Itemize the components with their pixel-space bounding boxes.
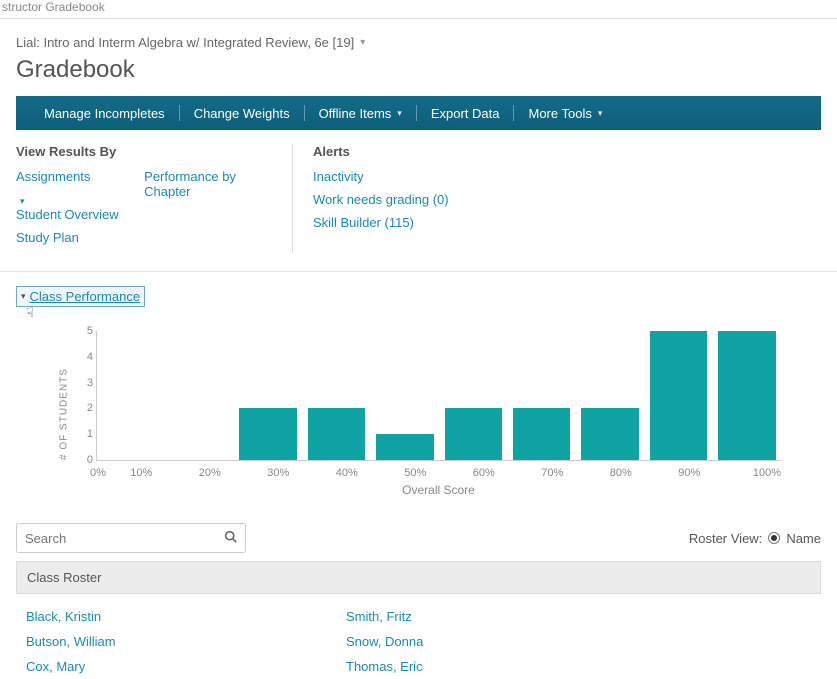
chart-xtick: 30% (267, 467, 336, 479)
chart-xlabel: Overall Score (96, 483, 781, 497)
chart-xtick: 10% (130, 467, 199, 479)
search-box[interactable] (16, 523, 246, 553)
chart-xtick: 20% (199, 467, 268, 479)
alerts-heading: Alerts (313, 144, 548, 159)
alerts-panel: Alerts Inactivity Work needs grading (0)… (292, 144, 568, 253)
chart-ytick: 0 (69, 454, 93, 466)
chart-bar (513, 408, 570, 460)
cursor-icon: ☟ (26, 305, 831, 321)
chart-ylabel: # OF STUDENTS (59, 368, 70, 460)
offline-items-label: Offline Items (319, 106, 392, 121)
more-tools-button[interactable]: More Tools ▾ (514, 96, 616, 130)
skill-builder-link[interactable]: Skill Builder (115) (313, 215, 548, 230)
view-results-panel: View Results By Assignments ▾ Performanc… (16, 144, 292, 253)
chart-xtick: 50% (404, 467, 473, 479)
chart-xtick: 40% (336, 467, 405, 479)
chart-bar (376, 434, 433, 460)
work-needs-grading-link[interactable]: Work needs grading (0) (313, 192, 548, 207)
roster-student-link[interactable]: Smith, Fritz (336, 604, 656, 629)
roster-student-link[interactable]: Butson, William (16, 629, 336, 654)
chart-bar (239, 408, 296, 460)
class-performance-toggle[interactable]: ▾ Class Performance (16, 286, 145, 307)
course-selector[interactable]: Lial: Intro and Interm Algebra w/ Integr… (0, 19, 837, 56)
roster-view-name-radio[interactable] (768, 532, 780, 544)
chart-section: ▾ Class Performance ☟ # OF STUDENTS 5 4 3 2… (0, 271, 837, 505)
triangle-down-icon: ▾ (21, 291, 26, 302)
breadcrumb: structor Gradebook (0, 0, 837, 19)
chart-bar (445, 408, 502, 460)
roster-column: Black, KristinButson, WilliamCox, Mary (16, 604, 336, 679)
assignments-link[interactable]: Assignments (16, 169, 90, 184)
roster-view-name-label: Name (786, 531, 821, 546)
change-weights-label: Change Weights (194, 106, 290, 121)
export-data-button[interactable]: Export Data (417, 96, 514, 130)
manage-incompletes-button[interactable]: Manage Incompletes (30, 96, 179, 130)
chevron-down-icon: ▾ (20, 196, 25, 206)
page-title: Gradebook (0, 56, 837, 96)
chart-ytick: 3 (69, 377, 93, 389)
chevron-down-icon: ▾ (598, 108, 603, 119)
chart-bar (718, 331, 775, 460)
chart-xtick: 70% (541, 467, 610, 479)
course-title: Lial: Intro and Interm Algebra w/ Integr… (16, 35, 354, 50)
chart-ytick: 4 (69, 351, 93, 363)
manage-incompletes-label: Manage Incompletes (44, 106, 165, 121)
chart-xtick: 60% (473, 467, 542, 479)
search-input[interactable] (25, 531, 224, 546)
chart-bar (581, 408, 638, 460)
study-plan-link[interactable]: Study Plan (16, 230, 272, 245)
chart-ytick: 2 (69, 402, 93, 414)
chevron-down-icon: ▾ (360, 37, 365, 48)
roster-view-label: Roster View: (689, 531, 762, 546)
chart-xtick: 100% (753, 467, 781, 479)
chart-bar (308, 408, 365, 460)
roster-column: Smith, FritzSnow, DonnaThomas, Eric (336, 604, 656, 679)
more-tools-label: More Tools (528, 106, 591, 121)
change-weights-button[interactable]: Change Weights (180, 96, 304, 130)
chart-bar (650, 331, 707, 460)
chart-ytick: 5 (69, 325, 93, 337)
chart-xtick: 90% (678, 467, 747, 479)
inactivity-link[interactable]: Inactivity (313, 169, 548, 184)
offline-items-button[interactable]: Offline Items ▾ (305, 96, 416, 130)
class-performance-label: Class Performance (30, 289, 141, 304)
toolbar: Manage Incompletes Change Weights Offlin… (16, 96, 821, 130)
chart: # OF STUDENTS 543210 0%10%20%30%40%50%60… (16, 331, 821, 497)
roster-view-control: Roster View: Name (689, 531, 821, 546)
chart-xtick: 80% (610, 467, 679, 479)
view-results-heading: View Results By (16, 144, 272, 159)
performance-by-chapter-link[interactable]: Performance by Chapter (144, 169, 272, 199)
roster-student-link[interactable]: Black, Kristin (16, 604, 336, 629)
export-data-label: Export Data (431, 106, 500, 121)
roster-student-link[interactable]: Cox, Mary (16, 654, 336, 679)
student-overview-link[interactable]: Student Overview (16, 207, 272, 222)
chart-ytick: 1 (69, 428, 93, 440)
roster-header: Class Roster (16, 561, 821, 594)
roster-student-link[interactable]: Snow, Donna (336, 629, 656, 654)
chevron-down-icon: ▾ (397, 108, 402, 119)
search-icon[interactable] (224, 530, 237, 546)
roster-student-link[interactable]: Thomas, Eric (336, 654, 656, 679)
